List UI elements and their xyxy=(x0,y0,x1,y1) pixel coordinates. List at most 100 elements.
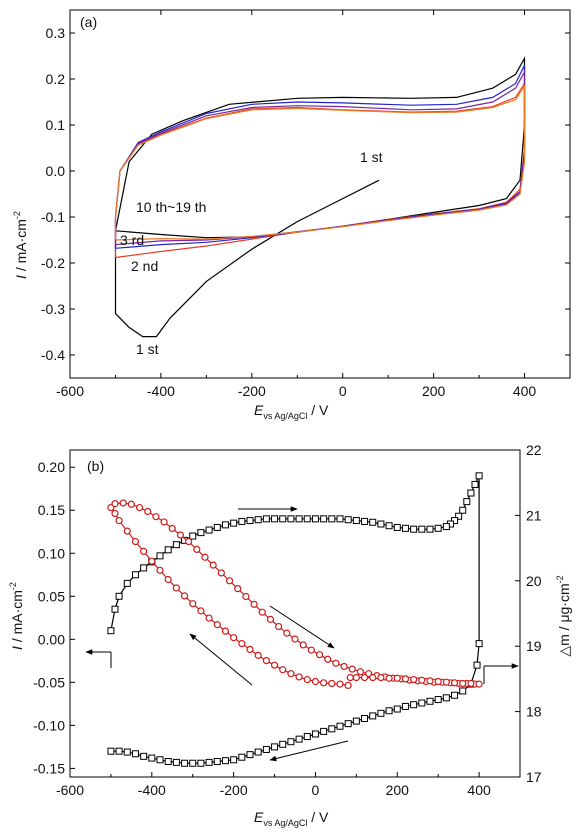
annotation-1st-bottom: 1 st xyxy=(136,341,159,357)
b-circle-marker xyxy=(385,674,393,682)
b-circle-marker xyxy=(246,645,254,654)
b-square-marker xyxy=(418,525,426,533)
b-square-marker xyxy=(230,756,238,764)
panel-b-y-axis-label: I / mA·cm-2 xyxy=(8,582,25,650)
b-y2-tick-label: 22 xyxy=(526,442,542,458)
a-y-tick-label: -0.2 xyxy=(41,255,65,271)
b-square-marker xyxy=(295,515,303,523)
a-y-tick-label: 0.1 xyxy=(46,117,66,133)
b-square-marker xyxy=(352,517,360,525)
b-circle-marker xyxy=(225,577,234,585)
b-square-marker xyxy=(475,472,483,480)
b-x-tick-label: 200 xyxy=(386,782,410,798)
b-y-tick-label: -0.10 xyxy=(33,717,65,733)
b-square-marker xyxy=(352,717,360,725)
b-y-tick-label: -0.15 xyxy=(33,760,65,776)
b-circle-marker xyxy=(283,629,291,637)
b-circle-marker xyxy=(205,614,213,622)
b-circle-marker xyxy=(189,600,197,608)
b-square-marker xyxy=(131,750,139,758)
b-circle-marker xyxy=(311,677,320,686)
b-square-marker xyxy=(471,480,479,488)
b-circle-marker xyxy=(442,678,450,686)
b-square-marker xyxy=(295,735,303,743)
b-square-marker xyxy=(311,515,319,523)
b-circle-marker xyxy=(140,547,148,555)
b-square-marker xyxy=(164,546,172,554)
b-square-marker xyxy=(401,702,409,710)
b-square-marker xyxy=(189,759,197,767)
panel-a-ticks: -600 -400 -200 0 200 400 -0.4 -0.3 -0.2 -0.1 0.0 0.… xyxy=(41,10,570,399)
b-circle-marker xyxy=(180,592,189,600)
b-circle-marker xyxy=(250,600,258,608)
b-circle-marker xyxy=(254,651,262,659)
b-square-marker xyxy=(328,725,336,733)
b-circle-marker xyxy=(131,537,140,546)
b-circle-marker xyxy=(160,518,168,526)
panel-b-y2-label-sup: -2 xyxy=(555,575,565,583)
b-square-marker xyxy=(181,759,189,767)
b-y-tick-label: 0.00 xyxy=(38,631,65,647)
b-square-marker xyxy=(459,687,467,695)
a-x-tick-label: 0 xyxy=(339,383,347,399)
b-square-marker xyxy=(303,733,311,741)
b-y2-tick-label: 21 xyxy=(526,507,542,523)
b-circle-marker xyxy=(172,584,180,592)
panel-b-plot-frame xyxy=(69,449,521,778)
b-circle-marker xyxy=(299,641,307,649)
a-series-line-0 xyxy=(114,55,526,338)
b-square-marker xyxy=(377,520,385,528)
b-circle-marker xyxy=(238,639,246,648)
b-square-marker xyxy=(426,525,434,533)
b-circle-marker xyxy=(320,679,328,687)
b-square-marker xyxy=(107,747,115,755)
panel-b-y2-label-main: △m xyxy=(556,634,572,656)
b-circle-marker xyxy=(291,635,299,643)
b-square-marker xyxy=(393,523,401,531)
panel-b-y-label-main: I xyxy=(9,646,25,650)
b-circle-marker xyxy=(135,503,144,512)
panel-b-y2-axis-label: △m / μg·cm-2 xyxy=(555,575,572,656)
b-circle-marker xyxy=(144,507,152,516)
b-x-tick-label: -200 xyxy=(220,782,248,798)
a-series-line-4 xyxy=(114,83,526,241)
b-square-marker xyxy=(115,592,123,600)
b-square-marker xyxy=(164,758,172,766)
b-circle-marker xyxy=(148,557,156,565)
b-square-marker xyxy=(467,489,475,497)
sweep-arrow-mass-up xyxy=(189,633,253,686)
b-y-tick-label: 0.10 xyxy=(38,545,65,561)
b-square-marker xyxy=(140,752,148,760)
sweep-arrow-bottom xyxy=(269,740,349,762)
b-square-marker xyxy=(131,571,139,579)
b-square-marker xyxy=(418,699,426,707)
b-square-marker xyxy=(156,552,164,560)
a-y-tick-label: -0.4 xyxy=(41,347,65,363)
b-circle-marker xyxy=(266,615,275,623)
panel-a-x-label-main: E xyxy=(254,402,264,418)
b-circle-marker xyxy=(315,651,324,659)
b-circle-marker xyxy=(377,673,385,682)
panel-b: -600 -400 -200 0 200 400 -0.15 -0.10 -0.05 0.00 0.… xyxy=(8,442,572,828)
b-series-line-0 xyxy=(110,475,480,764)
b-circle-marker xyxy=(410,675,418,684)
b-square-marker xyxy=(287,738,295,746)
b-circle-marker xyxy=(369,673,377,682)
a-x-tick-label: -400 xyxy=(147,383,175,399)
b-square-marker xyxy=(246,517,254,525)
b-circle-marker xyxy=(242,592,250,601)
panel-b-series xyxy=(107,472,483,767)
panel-b-x-label-unit: / V xyxy=(307,809,329,825)
b-square-marker xyxy=(303,515,311,523)
b-square-marker xyxy=(410,701,418,709)
b-square-marker xyxy=(344,720,352,728)
b-square-marker xyxy=(475,640,483,648)
b-x-tick-label: 0 xyxy=(312,782,320,798)
b-circle-marker xyxy=(279,666,287,674)
annotation-2nd: 2 nd xyxy=(131,258,158,274)
panel-b-y-label-unit: / mA·cm xyxy=(9,590,25,646)
b-circle-marker xyxy=(123,527,131,535)
b-circle-marker xyxy=(230,634,238,642)
b-square-marker xyxy=(385,522,393,530)
panel-b-x-label-sub: vs Ag/AgCl xyxy=(263,818,307,828)
